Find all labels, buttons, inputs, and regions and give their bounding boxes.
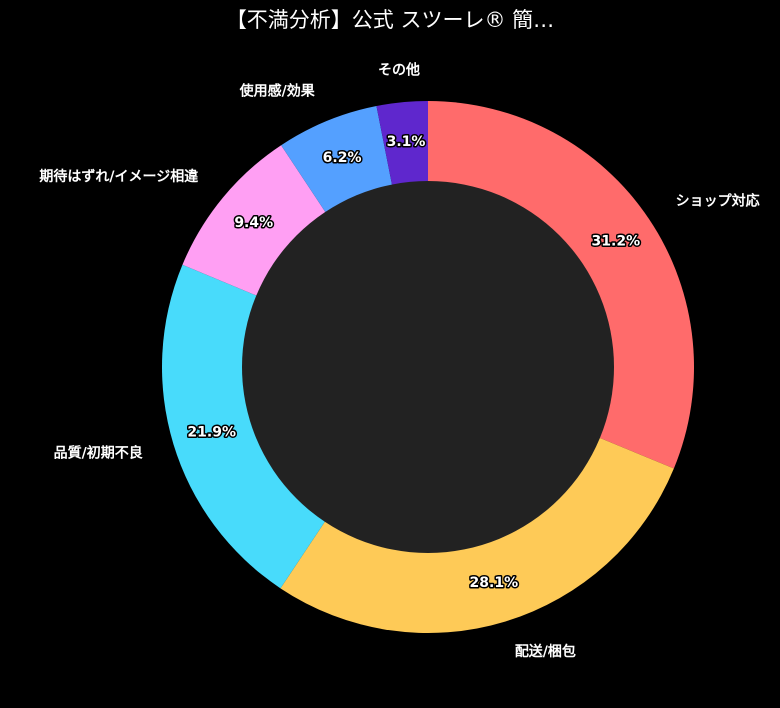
slice-category-label: ショップ対応 [676, 192, 760, 209]
donut-center [242, 181, 614, 553]
slice-percent-label: 21.9% [187, 424, 236, 440]
slice-percent-label: 3.1% [387, 134, 426, 150]
slice-category-label: 使用感/効果 [239, 82, 316, 99]
slice-category-label: 品質/初期不良 [54, 444, 143, 461]
slice-percent-label: 6.2% [323, 150, 362, 166]
slice-category-label: 配送/梱包 [515, 643, 576, 660]
slice-percent-label: 28.1% [470, 575, 519, 591]
slice-category-label: その他 [378, 61, 420, 78]
slice-percent-label: 31.2% [592, 233, 641, 249]
slice-percent-label: 9.4% [234, 215, 273, 231]
chart-title: 【不満分析】公式 スツーレ® 簡… [225, 8, 555, 32]
slice-category-label: 期待はずれ/イメージ相違 [39, 168, 198, 185]
